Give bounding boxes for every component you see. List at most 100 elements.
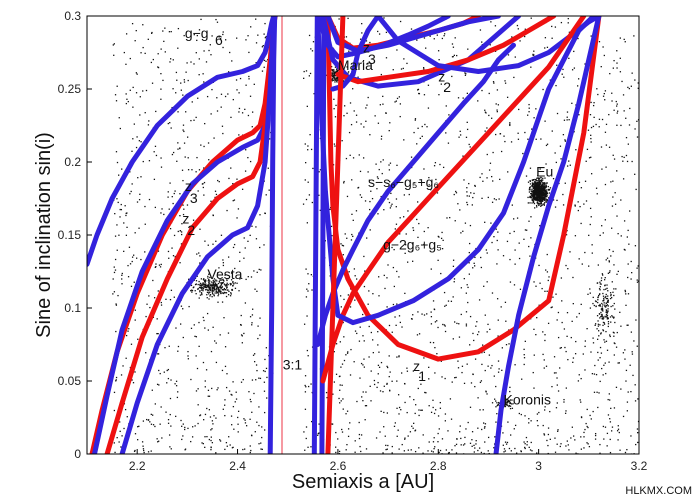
- asteroid-point: [465, 136, 468, 138]
- asteroid-point: [211, 441, 214, 444]
- asteroid-point: [251, 379, 254, 381]
- asteroid-point: [214, 196, 216, 199]
- asteroid-point: [199, 414, 202, 416]
- asteroid-point: [404, 401, 406, 404]
- asteroid-point: [302, 203, 305, 205]
- asteroid-point: [628, 87, 631, 90]
- asteroid-point: [225, 285, 227, 287]
- asteroid-point: [614, 203, 617, 205]
- asteroid-point: [345, 449, 347, 451]
- asteroid-point: [499, 133, 502, 135]
- asteroid-point: [353, 110, 355, 112]
- asteroid-point: [175, 385, 178, 387]
- asteroid-point: [544, 290, 546, 292]
- asteroid-point: [113, 391, 116, 394]
- asteroid-point: [541, 197, 543, 199]
- asteroid-point: [377, 364, 380, 367]
- asteroid-point: [576, 316, 578, 318]
- asteroid-point: [444, 413, 447, 415]
- asteroid-point: [131, 150, 133, 152]
- asteroid-point: [454, 220, 456, 222]
- asteroid-point: [587, 443, 589, 445]
- asteroid-point: [439, 449, 442, 452]
- asteroid-point: [416, 143, 418, 145]
- asteroid-point: [375, 163, 377, 165]
- asteroid-point: [535, 179, 537, 181]
- asteroid-point: [498, 368, 500, 370]
- asteroid-point: [610, 181, 612, 183]
- asteroid-point: [591, 373, 594, 375]
- asteroid-point: [252, 354, 255, 356]
- asteroid-point: [630, 435, 632, 437]
- asteroid-point: [338, 18, 340, 20]
- asteroid-point: [491, 175, 493, 178]
- asteroid-point: [527, 181, 530, 183]
- asteroid-point: [626, 324, 628, 326]
- asteroid-point: [335, 71, 338, 73]
- asteroid-point: [341, 244, 344, 247]
- asteroid-point: [532, 371, 534, 374]
- asteroid-point: [605, 166, 607, 168]
- asteroid-point: [310, 148, 313, 151]
- asteroid-point: [524, 229, 527, 231]
- asteroid-point: [612, 180, 614, 182]
- asteroid-point: [260, 442, 262, 444]
- asteroid-point: [606, 304, 609, 306]
- asteroid-point: [577, 37, 579, 40]
- asteroid-point: [596, 328, 598, 330]
- asteroid-point: [535, 179, 537, 182]
- asteroid-point: [600, 315, 602, 318]
- asteroid-point: [597, 301, 599, 304]
- asteroid-point: [540, 181, 542, 183]
- asteroid-point: [518, 412, 520, 415]
- asteroid-point: [432, 406, 434, 409]
- asteroid-point: [561, 73, 563, 75]
- asteroid-point: [625, 117, 627, 119]
- asteroid-point: [578, 114, 580, 116]
- asteroid-point: [541, 199, 543, 202]
- asteroid-point: [538, 264, 540, 267]
- asteroid-point: [227, 332, 230, 334]
- asteroid-point: [551, 306, 553, 308]
- asteroid-point: [584, 345, 586, 348]
- asteroid-point: [571, 426, 573, 428]
- asteroid-point: [599, 324, 601, 326]
- asteroid-point: [603, 317, 605, 319]
- asteroid-point: [598, 392, 600, 394]
- asteroid-point: [466, 191, 468, 193]
- asteroid-point: [548, 276, 550, 278]
- asteroid-point: [116, 161, 119, 164]
- asteroid-point: [476, 321, 478, 323]
- asteroid-point: [377, 213, 379, 215]
- asteroid-point: [502, 432, 504, 434]
- asteroid-point: [467, 286, 469, 289]
- asteroid-point: [609, 399, 611, 401]
- asteroid-point: [220, 284, 223, 286]
- asteroid-point: [395, 223, 398, 225]
- asteroid-point: [598, 304, 600, 307]
- asteroid-point: [168, 345, 170, 347]
- asteroid-point: [636, 281, 639, 283]
- asteroid-point: [132, 106, 134, 108]
- asteroid-point: [495, 133, 497, 136]
- asteroid-point: [386, 277, 388, 279]
- asteroid-point: [604, 219, 606, 221]
- asteroid-point: [232, 405, 235, 408]
- asteroid-point: [141, 441, 144, 443]
- asteroid-point: [604, 296, 606, 299]
- asteroid-point: [592, 104, 595, 107]
- asteroid-point: [601, 316, 603, 318]
- asteroid-point: [219, 291, 221, 293]
- asteroid-point: [513, 76, 515, 79]
- asteroid-point: [543, 183, 545, 185]
- asteroid-point: [338, 450, 341, 453]
- asteroid-point: [308, 283, 310, 285]
- asteroid-point: [480, 380, 483, 382]
- blue-resonance-curve: [325, 16, 501, 54]
- asteroid-point: [419, 376, 421, 378]
- asteroid-point: [385, 444, 387, 447]
- asteroid-point: [119, 421, 121, 423]
- asteroid-point: [469, 146, 471, 148]
- asteroid-point: [455, 376, 457, 379]
- asteroid-point: [335, 70, 337, 73]
